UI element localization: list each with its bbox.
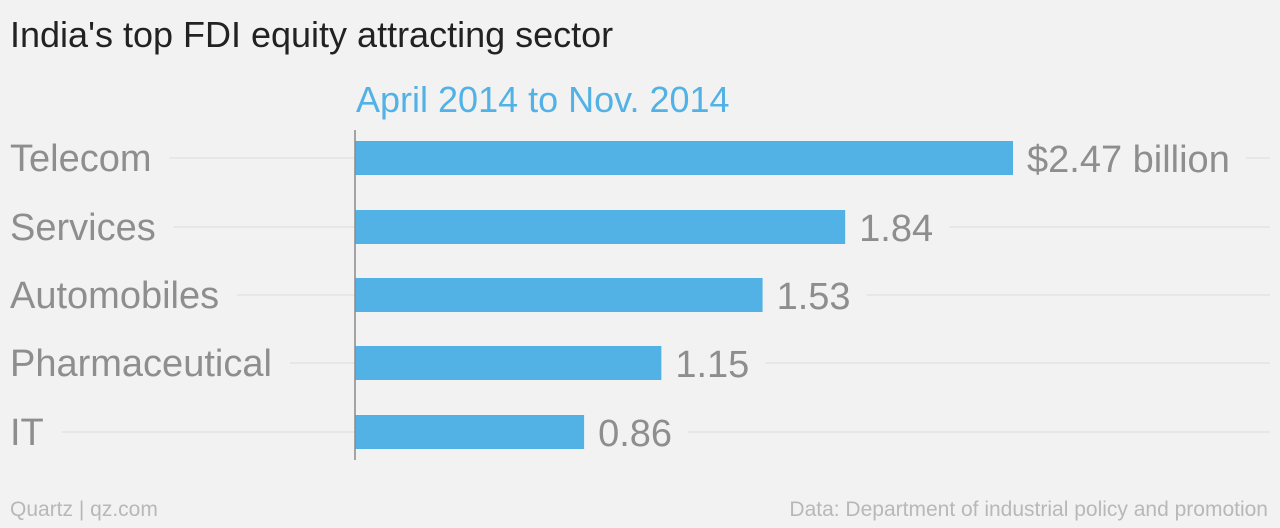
category-label: Pharmaceutical xyxy=(10,343,272,385)
value-label: 1.53 xyxy=(777,276,851,318)
category-label: Telecom xyxy=(10,138,152,180)
category-label: Automobiles xyxy=(10,275,219,317)
value-labels: $2.47 billion 1.841.53 1.150.86 xyxy=(598,139,1230,455)
chart-subtitle: April 2014 to Nov. 2014 xyxy=(356,79,730,120)
category-labels: Telecom Services Automobiles Pharmaceutical… xyxy=(10,138,272,454)
gridlines xyxy=(61,157,1270,433)
bar xyxy=(355,346,662,380)
footer-credit: Quartz | qz.com xyxy=(10,498,158,521)
bar xyxy=(355,415,585,449)
value-label: 1.15 xyxy=(675,344,749,386)
chart-title: India's top FDI equity attracting sector xyxy=(10,14,614,55)
value-label: $2.47 billion xyxy=(1027,139,1230,181)
value-label: 0.86 xyxy=(598,413,672,455)
bars xyxy=(355,141,1013,449)
bar-chart: April 2014 to Nov. 2014 Telecom Services A… xyxy=(10,79,1270,460)
category-label: Services xyxy=(10,207,156,249)
bar xyxy=(355,210,846,244)
bar xyxy=(355,141,1013,175)
value-label: 1.84 xyxy=(859,208,933,250)
footer-source: Data: Department of industrial policy an… xyxy=(789,498,1268,521)
bar xyxy=(355,278,763,312)
category-label: IT xyxy=(10,412,44,454)
